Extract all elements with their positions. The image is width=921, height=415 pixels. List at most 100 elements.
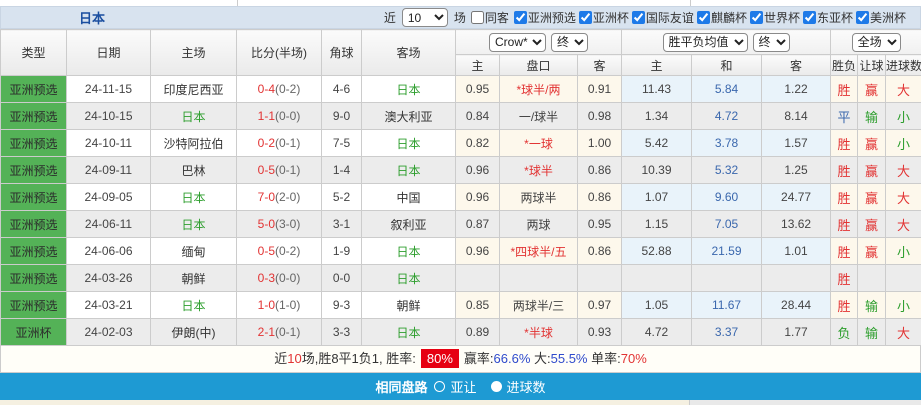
fulltime-score: 0-3 <box>257 271 275 285</box>
avg-stage-select[interactable]: 终 <box>752 32 790 52</box>
competition-filter[interactable]: 美洲杯 <box>853 9 906 26</box>
same-away-label: 同客 <box>484 11 509 25</box>
competition-filter[interactable]: 国际友谊 <box>629 9 694 26</box>
match-type-cell: 亚洲预选 <box>0 102 67 130</box>
avg-home-cell: 10.39 <box>621 156 693 184</box>
home-odds-cell: 0.82 <box>455 129 500 157</box>
handicap-text: 一/球半 <box>518 109 559 124</box>
table-row: 亚洲预选 24-03-21 日本 1-0(1-0) 9-3 朝鲜 0.85 两球… <box>0 291 921 319</box>
handicap-cell: 一/球半 <box>499 102 578 130</box>
bookmaker-select[interactable]: Crow* <box>489 32 546 52</box>
col-header-type: 类型 <box>0 29 67 76</box>
handicap-result-cell: 输 <box>857 102 887 130</box>
avg-away-cell: 1.77 <box>761 318 832 346</box>
competition-filter[interactable]: 亚洲杯 <box>576 9 629 26</box>
home-team-cell: 日本 <box>150 183 237 211</box>
match-type-cell: 亚洲预选 <box>0 291 67 319</box>
avg-away-cell: 28.44 <box>761 291 832 319</box>
handicap-cell: *球半/两 <box>499 75 578 103</box>
competition-checkbox[interactable] <box>578 11 592 24</box>
corner-cell: 1-9 <box>321 237 362 265</box>
footer-option-label: 亚让 <box>450 380 477 395</box>
home-team-cell: 伊朗(中) <box>150 318 237 346</box>
away-team-cell: 日本 <box>361 318 456 346</box>
bottom-strip <box>0 400 921 405</box>
competition-label: 麒麟杯 <box>710 11 747 25</box>
away-team-cell: 日本 <box>361 156 456 184</box>
team-title: 日本 <box>79 11 106 26</box>
corner-cell: 9-0 <box>321 102 362 130</box>
avg-away-cell: 13.62 <box>761 210 832 238</box>
handicap-result-cell: 输 <box>857 291 887 319</box>
fulltime-score: 1-0 <box>257 298 275 312</box>
wdl-result-cell: 负 <box>830 318 859 346</box>
filter-bar: 日本 近 10 场 同客 亚洲预选 亚洲杯 国际友谊 麒麟杯 世界杯 <box>0 6 921 29</box>
table-row: 亚洲预选 24-10-15 日本 1-1(0-0) 9-0 澳大利亚 0.84 … <box>0 102 921 130</box>
fulltime-score: 5-0 <box>257 217 275 231</box>
handicap-text: 球半 <box>528 163 553 178</box>
avg-home-cell: 1.07 <box>621 183 693 211</box>
handicap-text: 两球半 <box>520 190 557 205</box>
recent-count-select[interactable]: 10 <box>401 8 448 27</box>
goals-result-cell: 大 <box>885 156 921 184</box>
away-odds-cell: 0.86 <box>576 183 623 211</box>
footer-bar: 相同盘路 亚让 进球数 <box>0 373 921 400</box>
home-team-cell: 缅甸 <box>150 237 237 265</box>
handicap-result-cell: 赢 <box>857 183 887 211</box>
goals-result-cell: 大 <box>885 318 921 346</box>
competition-checkbox[interactable] <box>631 11 645 24</box>
competition-label: 亚洲预选 <box>527 11 576 25</box>
home-odds-cell: 0.96 <box>455 237 500 265</box>
handicap-result-cell <box>857 264 887 292</box>
odds-stage-select[interactable]: 终 <box>551 32 588 52</box>
competition-checkbox[interactable] <box>802 11 816 24</box>
competition-filter[interactable]: 东亚杯 <box>800 9 853 26</box>
corner-cell: 3-1 <box>321 210 362 238</box>
competition-filter[interactable]: 亚洲预选 <box>511 9 576 26</box>
col-header-corner: 角球 <box>321 29 362 76</box>
avg-home-cell: 1.34 <box>621 102 693 130</box>
avg-type-select[interactable]: 胜平负均值 <box>662 32 748 52</box>
handicap-text: 一球 <box>528 136 553 151</box>
summary-segment: 70% <box>620 351 647 366</box>
score-cell: 1-1(0-0) <box>236 102 322 130</box>
footer-option[interactable]: 亚让 <box>434 377 477 396</box>
corner-cell: 3-3 <box>321 318 362 346</box>
avg-draw-cell: 11.67 <box>691 291 763 319</box>
handicap-result-cell: 赢 <box>857 156 887 184</box>
summary-segment: 55.5% <box>550 351 588 366</box>
handicap-result-cell: 输 <box>857 318 887 346</box>
same-away-checkbox[interactable] <box>470 11 484 24</box>
handicap-text: 四球半/五 <box>515 244 567 259</box>
radio-unselected-icon[interactable] <box>434 381 446 392</box>
match-type-cell: 亚洲预选 <box>0 75 67 103</box>
fulltime-score: 0-4 <box>257 82 275 96</box>
avg-home-cell: 1.15 <box>621 210 693 238</box>
away-odds-cell: 0.97 <box>576 291 623 319</box>
score-cell: 0-5(0-1) <box>236 156 322 184</box>
competition-checkbox[interactable] <box>513 11 527 24</box>
competition-checkbox[interactable] <box>855 11 869 24</box>
footer-option[interactable]: 进球数 <box>490 377 546 396</box>
fulltime-score: 1-1 <box>257 109 275 123</box>
scope-select[interactable]: 全场 <box>851 32 901 52</box>
home-team-cell: 巴林 <box>150 156 237 184</box>
competition-checkbox[interactable] <box>696 11 710 24</box>
competition-checkbox[interactable] <box>749 11 763 24</box>
summary-segment: 10 <box>287 351 302 366</box>
home-odds-cell: 0.84 <box>455 102 500 130</box>
match-type-cell: 亚洲预选 <box>0 156 67 184</box>
summary-line: 近10场,胜8平1负1, 胜率: 80% 赢率:66.6% 大:55.5% 单率:7… <box>0 346 921 373</box>
competition-filter[interactable]: 麒麟杯 <box>694 9 747 26</box>
radio-selected-icon[interactable] <box>490 381 502 392</box>
footer-title: 相同盘路 <box>375 380 428 395</box>
competition-filter[interactable]: 世界杯 <box>747 9 800 26</box>
competition-label: 国际友谊 <box>645 11 694 25</box>
date-cell: 24-02-03 <box>66 318 151 346</box>
away-odds-cell: 0.93 <box>576 318 623 346</box>
avg-draw-cell: 21.59 <box>691 237 763 265</box>
footer-options: 亚让 进球数 <box>434 377 546 396</box>
avg-away-cell: 1.01 <box>761 237 832 265</box>
same-away-filter[interactable]: 同客 <box>468 9 509 26</box>
handicap-star: * <box>524 136 529 151</box>
